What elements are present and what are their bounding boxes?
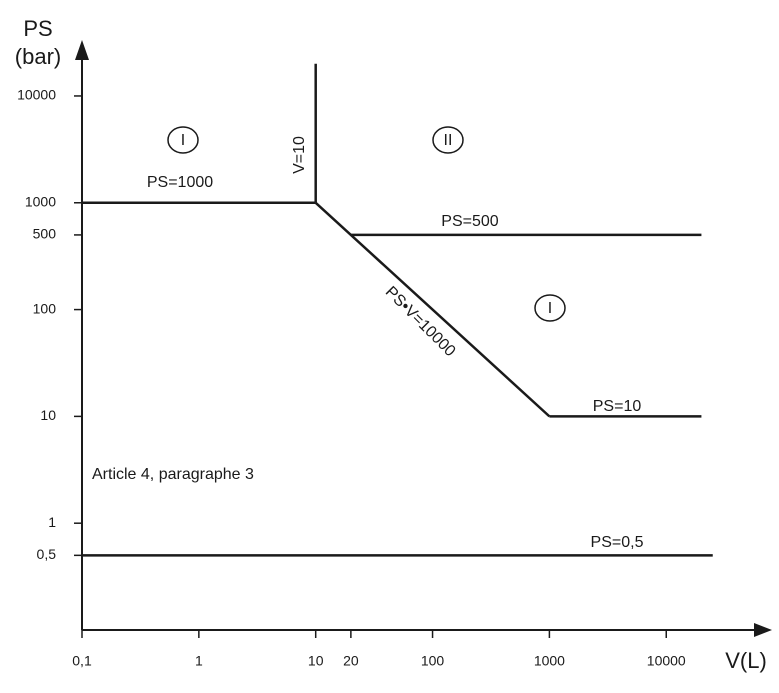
y-arrow <box>75 40 89 60</box>
x-tick-label: 20 <box>343 653 359 669</box>
series-label: PS=10 <box>593 398 642 415</box>
x-tick-label: 100 <box>421 653 445 669</box>
series-label: PS=1000 <box>147 174 213 191</box>
x-tick-label: 1 <box>195 653 203 669</box>
y-tick-label: 1 <box>48 514 56 530</box>
y-axis-label: (bar) <box>15 44 61 69</box>
x-arrow <box>754 623 772 637</box>
region-circle <box>432 126 464 154</box>
region-label: II <box>444 132 453 149</box>
x-axis-label: V(L) <box>725 648 767 673</box>
y-tick-label: 1000 <box>25 193 56 209</box>
series-label: PS=0,5 <box>591 534 644 551</box>
series-label: V=10 <box>291 136 308 174</box>
region-label: I <box>181 132 185 149</box>
y-tick-label: 10 <box>40 407 56 423</box>
series-line <box>314 201 551 418</box>
region-label: I <box>548 300 552 317</box>
x-tick-label: 0,1 <box>72 653 92 669</box>
y-axis-label: PS <box>23 16 52 41</box>
x-tick-label: 1000 <box>534 653 565 669</box>
y-tick-label: 100 <box>33 300 57 316</box>
x-tick-label: 10 <box>308 653 324 669</box>
region-circle <box>167 126 199 154</box>
annotation: Article 4, paragraphe 3 <box>92 466 254 483</box>
series-label: PS=500 <box>441 213 498 230</box>
y-tick-label: 500 <box>33 226 57 242</box>
y-tick-label: 10000 <box>17 87 56 103</box>
region-circle <box>534 294 566 322</box>
x-tick-label: 10000 <box>647 653 686 669</box>
y-tick-label: 0,5 <box>37 546 57 562</box>
